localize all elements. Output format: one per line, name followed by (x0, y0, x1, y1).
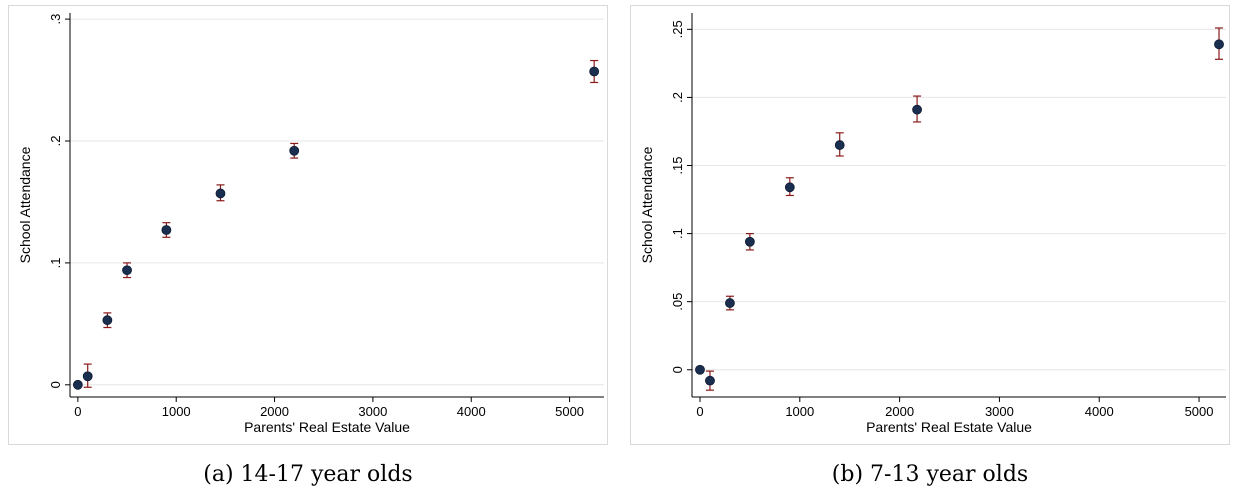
y-axis-label: School Attendance (639, 146, 655, 263)
x-tick-label: 3000 (985, 404, 1014, 419)
y-axis-label: School Attendance (17, 146, 33, 263)
figure-caption-a: (a) 14-17 year olds (203, 462, 413, 487)
data-point (784, 182, 795, 193)
data-point (744, 236, 755, 247)
data-point (695, 364, 705, 375)
x-tick-label: 4000 (457, 404, 486, 419)
data-point (72, 379, 83, 390)
x-tick-label: 0 (74, 404, 81, 419)
data-point (289, 145, 300, 156)
y-tick-label: .3 (48, 14, 63, 25)
y-tick-label: .1 (670, 228, 685, 239)
data-point (912, 104, 922, 115)
chart-frame (630, 5, 1230, 445)
data-point (834, 140, 845, 150)
data-point (82, 371, 93, 382)
scatter-chart-b: 0 .05 .1 .15 .2 .25 0 1000 2000 3000 4000 5000 Paren… (639, 13, 1226, 435)
data-point (705, 375, 715, 386)
figure-caption-b: (b) 7-13 year olds (831, 462, 1029, 487)
data-point (1214, 39, 1224, 50)
scatter-chart-a: 0 .1 .2 .3 0 1000 2000 3000 4000 5000 Parents' Rea… (17, 13, 604, 435)
y-tick-label: .2 (48, 136, 63, 147)
data-point (122, 265, 132, 276)
x-tick-label: 1000 (162, 404, 191, 419)
data-point (161, 225, 172, 235)
y-tick-label: .25 (670, 20, 685, 38)
x-tick-label: 4000 (1085, 404, 1114, 419)
x-axis-label: Parents' Real Estate Value (244, 419, 410, 435)
x-tick-label: 3000 (358, 404, 387, 419)
y-tick-label: .1 (48, 257, 63, 268)
y-tick-label: 0 (48, 381, 63, 388)
chart-frame (8, 5, 608, 445)
x-tick-label: 2000 (885, 404, 914, 419)
x-axis-label: Parents' Real Estate Value (866, 419, 1032, 435)
x-tick-label: 5000 (555, 404, 584, 419)
x-tick-label: 5000 (1185, 404, 1214, 419)
x-tick-label: 2000 (260, 404, 289, 419)
data-point (589, 66, 600, 77)
data-point (725, 298, 735, 308)
data-point (102, 315, 113, 326)
y-tick-label: .2 (670, 92, 685, 103)
x-tick-label: 1000 (785, 404, 814, 419)
data-point (215, 188, 226, 199)
y-tick-label: .15 (670, 156, 685, 174)
y-tick-label: 0 (670, 366, 685, 373)
x-tick-label: 0 (696, 404, 703, 419)
y-tick-label: .05 (670, 293, 685, 311)
